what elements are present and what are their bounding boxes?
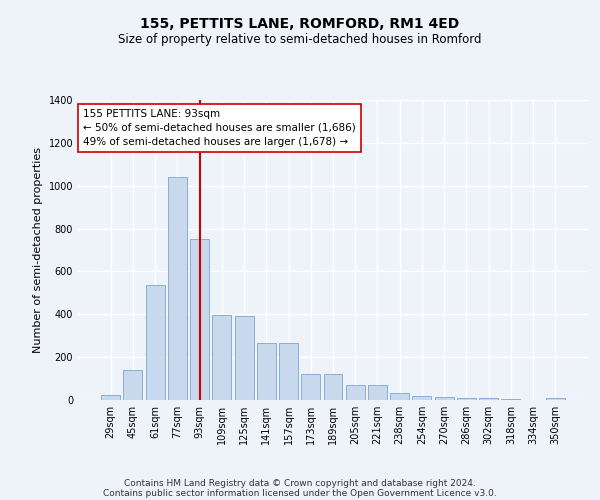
Bar bbox=[168, 177, 187, 400]
Bar bbox=[546, 398, 565, 400]
Bar bbox=[190, 240, 209, 400]
Bar bbox=[235, 316, 254, 400]
Bar bbox=[124, 370, 142, 400]
Bar bbox=[212, 316, 231, 400]
Text: Size of property relative to semi-detached houses in Romford: Size of property relative to semi-detach… bbox=[118, 32, 482, 46]
Text: Contains public sector information licensed under the Open Government Licence v3: Contains public sector information licen… bbox=[103, 488, 497, 498]
Bar bbox=[457, 398, 476, 400]
Bar bbox=[368, 385, 387, 400]
Bar bbox=[412, 396, 431, 400]
Bar bbox=[257, 343, 276, 400]
Bar bbox=[346, 385, 365, 400]
Bar bbox=[279, 343, 298, 400]
Bar bbox=[323, 374, 343, 400]
Bar bbox=[502, 399, 520, 400]
Bar bbox=[479, 398, 498, 400]
Bar bbox=[390, 392, 409, 400]
Bar bbox=[301, 374, 320, 400]
Bar bbox=[435, 398, 454, 400]
Y-axis label: Number of semi-detached properties: Number of semi-detached properties bbox=[33, 147, 43, 353]
Text: 155, PETTITS LANE, ROMFORD, RM1 4ED: 155, PETTITS LANE, ROMFORD, RM1 4ED bbox=[140, 18, 460, 32]
Text: 155 PETTITS LANE: 93sqm
← 50% of semi-detached houses are smaller (1,686)
49% of: 155 PETTITS LANE: 93sqm ← 50% of semi-de… bbox=[83, 109, 356, 147]
Bar bbox=[101, 394, 120, 400]
Bar bbox=[146, 286, 164, 400]
Text: Contains HM Land Registry data © Crown copyright and database right 2024.: Contains HM Land Registry data © Crown c… bbox=[124, 478, 476, 488]
